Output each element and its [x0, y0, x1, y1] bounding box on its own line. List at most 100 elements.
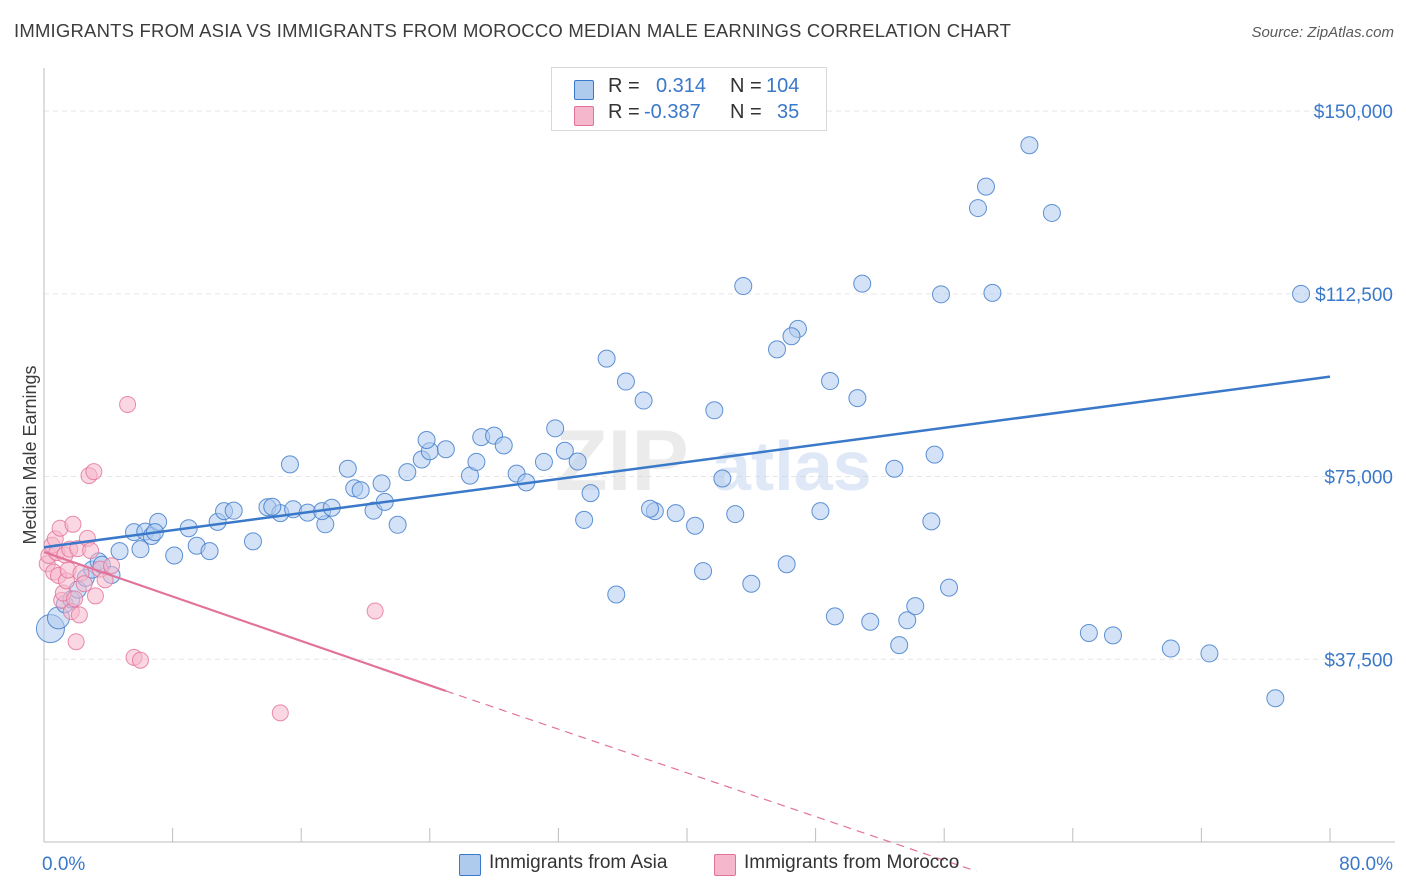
- asia-point: [581, 484, 600, 503]
- axes: [43, 68, 1395, 843]
- x-tick-label: 0.0%: [42, 854, 85, 875]
- legend-n-value: 104: [766, 75, 800, 97]
- legend-n-label: N =: [730, 75, 762, 97]
- asia-point: [906, 597, 925, 616]
- asia-point: [165, 546, 184, 565]
- asia-point: [853, 274, 872, 293]
- bottom-legend-swatch-asia: [459, 854, 481, 876]
- morocco-point: [271, 704, 289, 722]
- asia-point: [666, 504, 685, 523]
- x-tick-label: 80.0%: [1339, 854, 1393, 875]
- morocco-point: [64, 515, 82, 533]
- legend-n-value: 35: [777, 101, 800, 123]
- asia-point: [243, 532, 262, 551]
- asia-point: [898, 611, 917, 630]
- morocco-points: [38, 395, 384, 722]
- asia-point: [546, 419, 565, 438]
- morocco-point: [82, 542, 100, 560]
- bottom-legend-label-asia: Immigrants from Asia: [489, 852, 668, 873]
- asia-trend-line: [43, 375, 1331, 549]
- morocco-point: [75, 575, 93, 593]
- asia-point: [768, 340, 787, 359]
- asia-point: [351, 481, 370, 500]
- asia-point: [263, 497, 282, 516]
- asia-point: [1042, 203, 1061, 222]
- asia-point: [388, 515, 407, 534]
- y-tick-label: $150,000: [1314, 102, 1393, 123]
- asia-point: [925, 445, 944, 464]
- asia-point: [1103, 626, 1122, 645]
- asia-point: [940, 578, 959, 597]
- asia-point: [861, 612, 880, 631]
- legend-r-label: R =: [608, 75, 640, 97]
- morocco-point: [366, 602, 384, 620]
- asia-point: [467, 452, 486, 471]
- asia-point: [885, 459, 904, 478]
- asia-point: [372, 474, 391, 493]
- asia-point: [825, 607, 844, 626]
- morocco-point: [67, 633, 85, 651]
- asia-point: [1020, 136, 1039, 155]
- asia-point: [131, 540, 150, 559]
- y-tick-label: $37,500: [1324, 650, 1393, 671]
- asia-point: [821, 372, 840, 391]
- asia-point: [848, 389, 867, 408]
- asia-point: [922, 512, 941, 531]
- source-label: Source: ZipAtlas.com: [1251, 24, 1394, 41]
- morocco-point: [85, 463, 103, 481]
- asia-point: [726, 505, 745, 524]
- correlation-legend: R = 0.314 N = 104 R = -0.387 N = 35: [551, 67, 827, 131]
- asia-point: [742, 574, 761, 593]
- morocco-point: [131, 651, 149, 669]
- asia-point: [607, 585, 626, 604]
- y-tick-label: $112,500: [1315, 285, 1393, 306]
- morocco-point: [70, 606, 88, 624]
- asia-point: [811, 502, 830, 521]
- legend-n-label: N =: [730, 101, 762, 123]
- asia-point: [1292, 284, 1311, 303]
- asia-point: [568, 452, 587, 471]
- asia-point: [575, 510, 594, 529]
- bottom-legend-label-morocco: Immigrants from Morocco: [744, 852, 960, 873]
- asia-point: [417, 431, 436, 450]
- asia-point: [931, 285, 950, 304]
- bottom-legend-swatch-morocco: [714, 854, 736, 876]
- asia-point: [398, 463, 417, 482]
- asia-point: [968, 199, 987, 218]
- morocco-trend-extension: [445, 690, 977, 872]
- morocco-point: [66, 590, 84, 608]
- y-axis-label: Median Male Earnings: [20, 365, 40, 544]
- asia-point: [616, 372, 635, 391]
- legend-swatch-morocco: [574, 106, 594, 126]
- asia-point: [338, 459, 357, 478]
- asia-point: [634, 391, 653, 410]
- asia-point: [1266, 689, 1285, 708]
- asia-point: [555, 441, 574, 460]
- x-tick-labels: 0.0% 80.0%: [42, 854, 1393, 875]
- legend-r-value: 0.314: [656, 75, 707, 97]
- asia-point: [280, 455, 299, 474]
- asia-point: [534, 452, 553, 471]
- legend-r-label: R =: [608, 101, 640, 123]
- morocco-trend-line: [43, 551, 447, 692]
- morocco-point: [86, 587, 104, 605]
- morocco-point: [119, 395, 137, 413]
- asia-point: [777, 555, 796, 574]
- asia-point: [734, 277, 753, 296]
- asia-point: [705, 401, 724, 420]
- trend-lines: [43, 375, 1331, 872]
- asia-point: [686, 516, 705, 535]
- asia-point: [890, 636, 909, 655]
- asia-point: [983, 283, 1002, 302]
- asia-point: [1161, 639, 1180, 658]
- asia-point: [436, 440, 455, 459]
- asia-point: [494, 436, 513, 455]
- asia-point: [224, 501, 243, 520]
- asia-point: [976, 177, 995, 196]
- legend-swatch-asia: [574, 80, 594, 100]
- asia-point: [694, 562, 713, 581]
- asia-point: [200, 542, 219, 561]
- legend-r-value: -0.387: [644, 101, 701, 123]
- asia-point: [597, 349, 616, 368]
